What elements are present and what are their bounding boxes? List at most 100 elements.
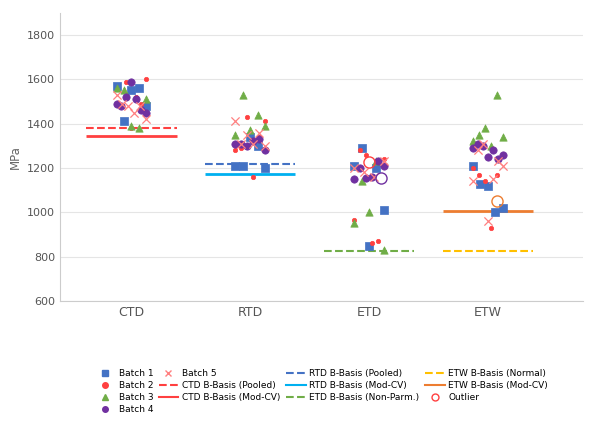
Point bbox=[121, 94, 131, 101]
Point bbox=[364, 209, 374, 216]
Point bbox=[361, 175, 371, 181]
Point bbox=[254, 129, 264, 136]
Point bbox=[379, 156, 389, 163]
Point bbox=[135, 102, 145, 109]
Point bbox=[260, 147, 270, 154]
Legend: Batch 1, Batch 2, Batch 3, Batch 4, Batch 5, CTD B-Basis (Pooled), CTD B-Basis (: Batch 1, Batch 2, Batch 3, Batch 4, Batc… bbox=[95, 369, 548, 415]
Point bbox=[134, 125, 144, 132]
Point bbox=[254, 136, 264, 143]
Point bbox=[248, 140, 258, 147]
Point bbox=[119, 87, 129, 94]
Point bbox=[245, 127, 255, 134]
Point bbox=[141, 102, 151, 109]
Point bbox=[379, 246, 389, 253]
Point bbox=[112, 92, 121, 98]
Point bbox=[367, 173, 377, 180]
Point bbox=[371, 165, 381, 172]
Point bbox=[141, 109, 151, 116]
Point bbox=[468, 144, 478, 151]
Point bbox=[134, 85, 144, 92]
Point bbox=[492, 171, 502, 178]
Point bbox=[468, 178, 478, 185]
Point bbox=[498, 151, 508, 158]
Point bbox=[488, 176, 498, 183]
Point bbox=[379, 158, 389, 165]
Point bbox=[127, 87, 136, 94]
Point bbox=[112, 83, 121, 89]
Point bbox=[483, 182, 493, 189]
Point bbox=[468, 165, 478, 172]
Point bbox=[136, 107, 146, 114]
Point bbox=[253, 142, 263, 149]
Point bbox=[260, 118, 270, 125]
Point bbox=[118, 100, 127, 107]
Point bbox=[117, 102, 126, 109]
Point bbox=[112, 100, 121, 107]
Point bbox=[248, 173, 258, 180]
Point bbox=[498, 163, 508, 169]
Point bbox=[379, 207, 389, 214]
Point bbox=[238, 92, 248, 98]
Point bbox=[488, 147, 498, 154]
Point bbox=[483, 154, 493, 160]
Point bbox=[349, 163, 359, 169]
Point bbox=[260, 142, 270, 149]
Point bbox=[132, 96, 141, 103]
Point bbox=[468, 138, 478, 145]
Point bbox=[130, 109, 139, 116]
Point bbox=[132, 94, 141, 101]
Point bbox=[357, 178, 367, 185]
Point bbox=[253, 111, 263, 118]
Y-axis label: MPa: MPa bbox=[8, 145, 22, 169]
Point bbox=[474, 131, 484, 138]
Point bbox=[136, 100, 146, 107]
Point bbox=[498, 205, 508, 212]
Point bbox=[480, 178, 490, 185]
Point bbox=[361, 151, 371, 158]
Point bbox=[355, 165, 365, 172]
Point bbox=[373, 238, 383, 245]
Point bbox=[254, 134, 264, 141]
Point bbox=[127, 125, 136, 132]
Point bbox=[490, 209, 500, 216]
Point bbox=[141, 96, 151, 103]
Point bbox=[473, 147, 483, 154]
Point bbox=[367, 240, 377, 247]
Point bbox=[237, 140, 246, 147]
Point bbox=[483, 218, 493, 224]
Point bbox=[237, 140, 246, 147]
Point bbox=[141, 116, 151, 123]
Point bbox=[260, 123, 270, 129]
Point bbox=[493, 156, 502, 163]
Point bbox=[364, 242, 374, 249]
Point bbox=[474, 171, 484, 178]
Point bbox=[119, 118, 129, 125]
Point bbox=[238, 163, 248, 169]
Point bbox=[486, 224, 496, 231]
Point bbox=[349, 220, 359, 227]
Point bbox=[231, 163, 240, 169]
Point bbox=[121, 78, 131, 85]
Point bbox=[498, 151, 508, 158]
Point bbox=[480, 125, 490, 132]
Point bbox=[359, 169, 369, 176]
Point bbox=[478, 142, 488, 149]
Point bbox=[498, 134, 508, 141]
Point bbox=[379, 163, 389, 169]
Point bbox=[349, 176, 359, 183]
Point bbox=[141, 76, 151, 83]
Point bbox=[248, 138, 258, 145]
Point bbox=[486, 142, 496, 149]
Point bbox=[242, 131, 252, 138]
Point bbox=[473, 140, 483, 147]
Point bbox=[475, 180, 485, 187]
Point bbox=[117, 102, 126, 109]
Point bbox=[371, 158, 381, 165]
Point bbox=[242, 114, 252, 120]
Point bbox=[237, 144, 246, 151]
Point bbox=[127, 78, 136, 85]
Point bbox=[124, 102, 133, 109]
Point bbox=[231, 131, 240, 138]
Point bbox=[260, 165, 270, 172]
Point bbox=[493, 158, 502, 165]
